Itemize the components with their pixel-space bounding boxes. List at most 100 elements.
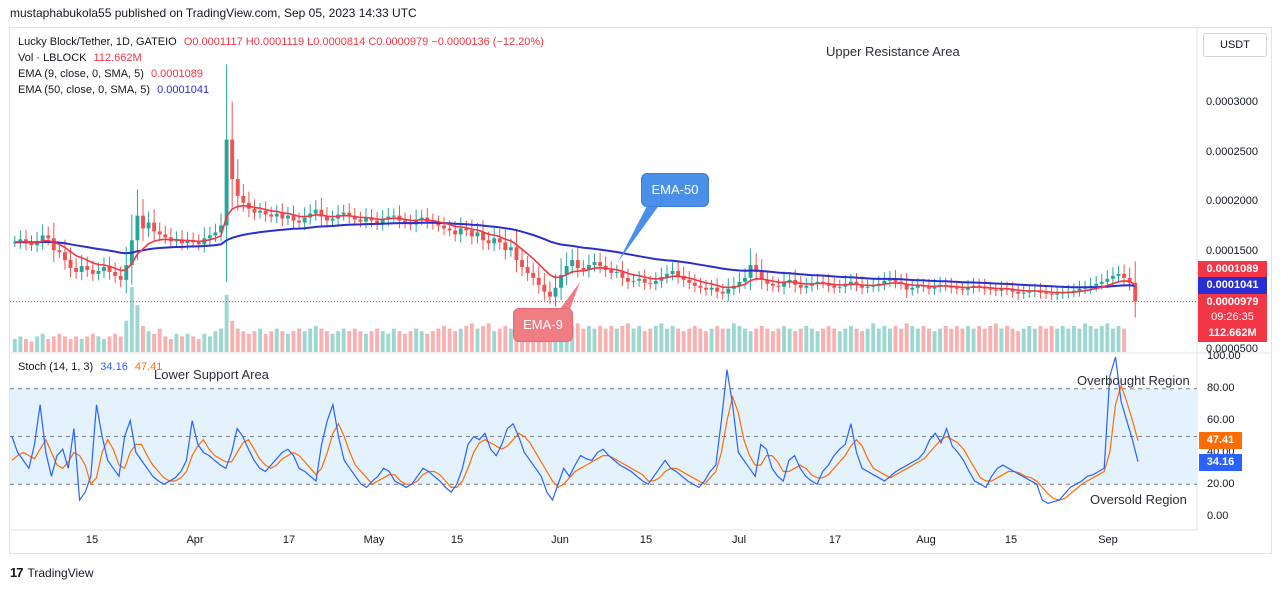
volume-bar: [1032, 328, 1037, 352]
volume-bar: [252, 331, 257, 352]
volume-bar: [865, 328, 870, 352]
volume-bar: [319, 328, 324, 352]
candle-body: [681, 275, 686, 280]
candle-body: [854, 281, 859, 285]
stoch-d-tag: 47.41: [1199, 432, 1242, 449]
volume-bar: [180, 336, 184, 352]
volume-bar: [804, 326, 809, 352]
price-tick: 0.0002500: [1206, 146, 1258, 158]
candle-body: [592, 262, 597, 266]
candle-body: [915, 285, 920, 288]
ema50-price-tag: 0.0001041: [1198, 277, 1267, 294]
volume-bar: [486, 323, 491, 352]
volume-bar: [882, 326, 887, 352]
volume-bar: [1116, 326, 1121, 352]
candle-body: [469, 230, 474, 237]
legend-ema9-value: 0.0001089: [151, 68, 203, 80]
candle-body: [252, 208, 257, 213]
volume-bar: [185, 333, 190, 352]
candle-body: [1071, 290, 1076, 292]
volume-bar: [1122, 328, 1127, 352]
candle-body: [1077, 288, 1082, 291]
candle-body: [665, 273, 669, 277]
volume-bar: [743, 328, 747, 352]
candle-body: [821, 281, 826, 283]
date-tick: Apr: [186, 534, 204, 546]
stoch-tick: 100.00: [1207, 350, 1241, 362]
volume-bar: [904, 323, 909, 352]
volume-bar: [787, 328, 792, 352]
volume-bar: [1094, 328, 1099, 352]
candle-body: [581, 267, 586, 270]
volume-bar: [798, 328, 803, 352]
price-tick: 0.0000500: [1206, 343, 1258, 355]
volume-bar: [921, 326, 926, 352]
volume-bar: [230, 320, 235, 352]
candle-body: [559, 274, 564, 288]
legend-vol-value: 112.662M: [93, 52, 142, 64]
volume-bar: [1044, 328, 1048, 352]
currency-selector[interactable]: USDT: [1203, 33, 1267, 57]
volume-bar: [982, 328, 987, 352]
footer-brand[interactable]: 17 TradingView: [10, 565, 94, 580]
candle-body: [230, 139, 235, 180]
date-tick: Jun: [551, 534, 569, 546]
candle-body: [263, 210, 268, 215]
candle-body: [1044, 292, 1048, 294]
volume-bar: [637, 326, 642, 352]
date-tick: 17: [282, 534, 296, 546]
candle-body: [57, 250, 62, 253]
volume-bar: [403, 333, 407, 352]
volume-bar: [670, 326, 675, 352]
volume-bar: [118, 336, 123, 352]
volume-bar: [1005, 326, 1009, 352]
candle-body: [737, 281, 742, 286]
volume-bar: [352, 328, 357, 352]
candle-body: [648, 282, 653, 284]
volume-bar: [35, 336, 40, 352]
volume-bar: [876, 328, 881, 352]
volume-bar: [224, 294, 229, 352]
volume-bar: [1055, 328, 1060, 352]
volume-bar: [915, 328, 920, 352]
stoch-legend: Stoch (14, 1, 3) 34.16 47.41: [18, 359, 162, 375]
volume-bar: [1010, 328, 1015, 352]
candle-body: [341, 212, 346, 215]
candle-body: [1016, 291, 1021, 294]
candle-body: [113, 271, 118, 276]
volume-bar: [380, 331, 385, 352]
candle-body: [910, 287, 915, 290]
candle-body: [196, 242, 201, 245]
volume-bar: [29, 341, 34, 352]
volume-bar: [191, 336, 196, 352]
volume-bar: [51, 336, 56, 352]
legend-volume: Vol · LBLOCK 112.662M: [18, 50, 142, 66]
candle-body: [542, 284, 547, 292]
volume-bar: [57, 333, 62, 352]
volume-bar: [1083, 323, 1087, 352]
volume-bar: [442, 326, 446, 352]
volume-bar: [336, 331, 341, 352]
volume-bar: [1071, 326, 1076, 352]
volume-bar: [90, 333, 95, 352]
volume-bar: [213, 331, 218, 352]
candle-body: [163, 234, 168, 238]
volume-bar: [977, 326, 982, 352]
candle-body: [715, 287, 720, 292]
volume-bar: [748, 331, 753, 352]
candle-body: [118, 275, 123, 280]
volume-bar: [135, 305, 140, 352]
volume-bar: [932, 331, 937, 352]
volume-bar: [971, 328, 976, 352]
countdown-tag: 09:26:35: [1198, 309, 1267, 326]
volume-bar: [464, 326, 469, 352]
candle-body: [547, 291, 552, 297]
volume-bar: [1066, 328, 1071, 352]
candle-body: [575, 260, 580, 268]
volume-bar: [258, 328, 263, 352]
volume-bar: [18, 336, 23, 352]
candle-body: [447, 228, 452, 231]
candle-body: [999, 288, 1004, 291]
candle-body: [235, 179, 240, 196]
